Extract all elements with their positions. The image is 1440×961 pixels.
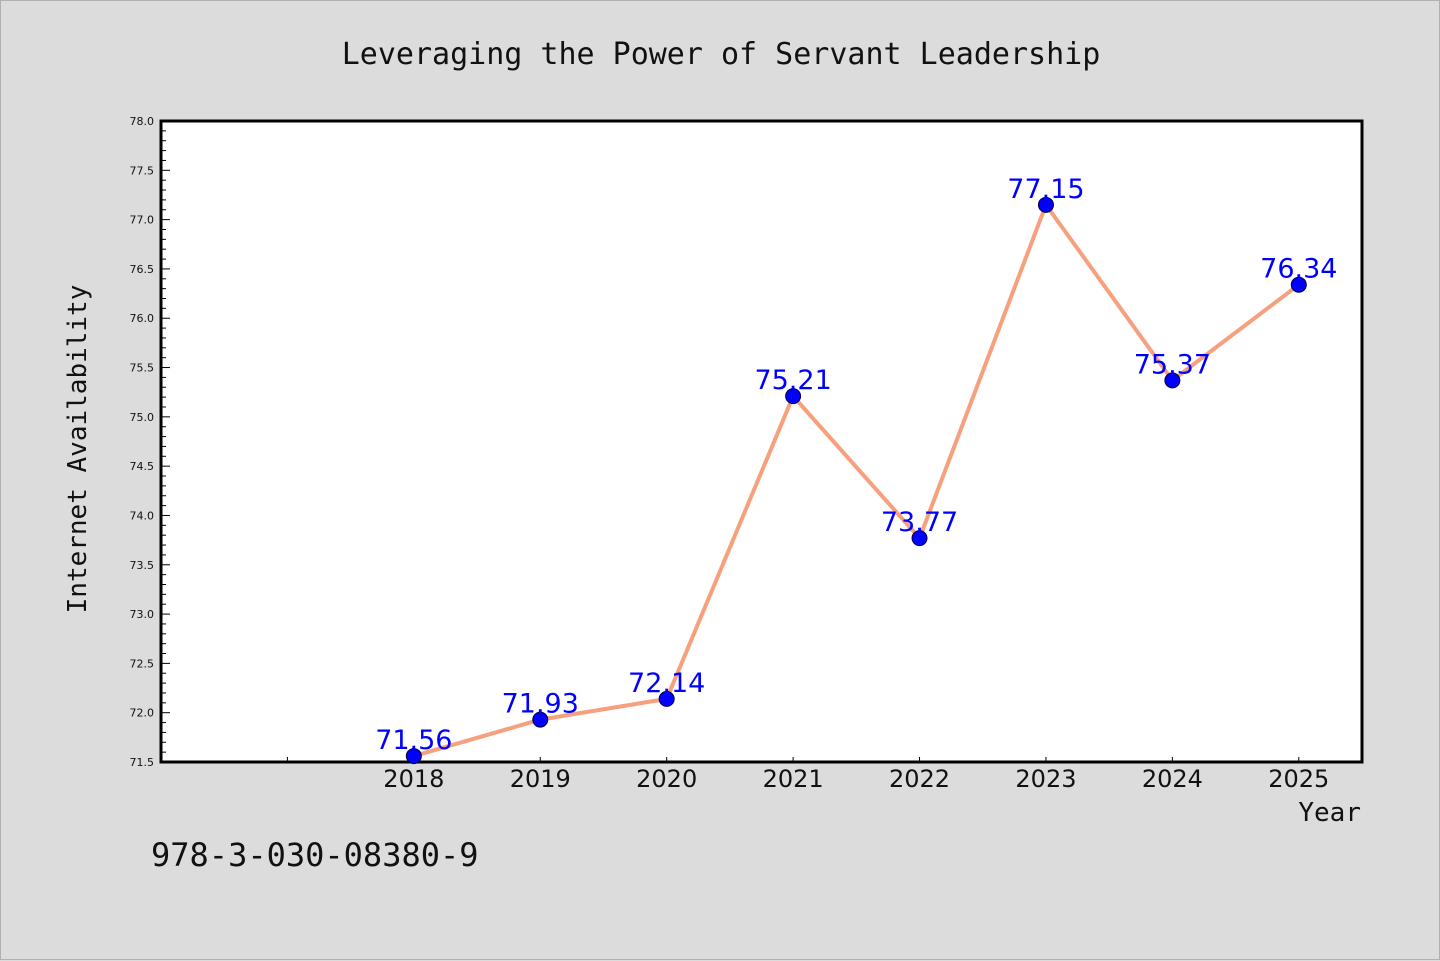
data-point — [785, 388, 802, 405]
data-point — [405, 748, 422, 765]
x-axis-label: Year — [1298, 798, 1361, 828]
y-tick-label: 78.0 — [130, 115, 155, 128]
data-label: 73.77 — [881, 507, 958, 538]
y-axis: 71.5 72.0 72.5 73.0 73.5 74.0 74.5 75.0 75.5 76.0… — [130, 115, 170, 769]
y-tick-label: 72.0 — [130, 707, 155, 720]
y-tick-label: 77.5 — [130, 164, 155, 177]
y-tick-label: 73.0 — [130, 608, 155, 621]
data-point — [1164, 372, 1181, 389]
y-axis-label: Internet Availability — [63, 285, 93, 614]
data-point — [532, 711, 549, 728]
x-tick-label: 2018 — [383, 765, 444, 793]
series-group: 71.56 71.93 72.14 75.21 73.77 77.15 75.37 76.34 — [375, 174, 1337, 765]
y-tick-label: 77.0 — [130, 214, 155, 227]
plot-area — [159, 119, 1364, 764]
y-tick-label: 75.5 — [130, 362, 155, 375]
data-point — [1037, 196, 1054, 213]
isbn-text: 978-3-030-08380-9 — [151, 836, 479, 874]
x-tick-label: 2019 — [510, 765, 571, 793]
data-label: 72.14 — [628, 668, 705, 699]
data-point — [658, 690, 675, 707]
y-tick-label: 72.5 — [130, 657, 155, 670]
y-tick-label: 73.5 — [130, 559, 155, 572]
x-tick-label: 2020 — [636, 765, 697, 793]
y-tick-label: 71.5 — [130, 756, 155, 769]
data-label: 76.34 — [1260, 254, 1337, 285]
data-label: 71.56 — [375, 725, 452, 756]
x-tick-label: 2025 — [1268, 765, 1329, 793]
x-tick-label: 2022 — [889, 765, 950, 793]
data-label: 75.37 — [1134, 349, 1211, 380]
data-point — [911, 530, 928, 547]
y-tick-label: 76.0 — [130, 312, 155, 325]
y-tick-label: 74.5 — [130, 460, 155, 473]
data-point — [1290, 276, 1307, 293]
x-axis: 2018 2019 2020 2021 2022 2023 2024 2025 — [160, 757, 1329, 793]
y-tick-label: 76.5 — [130, 263, 155, 276]
x-tick-label: 2021 — [763, 765, 824, 793]
y-tick-label: 75.0 — [130, 411, 155, 424]
data-label: 77.15 — [1007, 174, 1084, 205]
series-line — [413, 202, 1300, 759]
data-label: 71.93 — [502, 689, 579, 720]
y-tick-label: 74.0 — [130, 509, 155, 522]
chart-title: Leveraging the Power of Servant Leadersh… — [342, 37, 1101, 72]
x-tick-label: 2024 — [1142, 765, 1203, 793]
x-tick-label: 2023 — [1015, 765, 1076, 793]
data-label: 75.21 — [754, 365, 831, 396]
